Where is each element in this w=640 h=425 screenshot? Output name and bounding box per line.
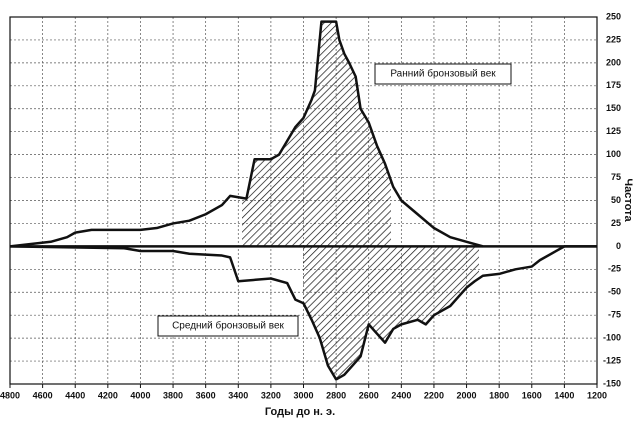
x-tick-label: 4600 bbox=[33, 390, 53, 400]
x-tick-label: 2200 bbox=[424, 390, 444, 400]
y-tick-label: 125 bbox=[606, 126, 621, 136]
x-tick-label: 2800 bbox=[326, 390, 346, 400]
x-tick-label: 3400 bbox=[228, 390, 248, 400]
x-tick-label: 2000 bbox=[457, 390, 477, 400]
x-tick-label: 1600 bbox=[522, 390, 542, 400]
annotation-box bbox=[157, 315, 299, 337]
x-tick-label: 4200 bbox=[98, 390, 118, 400]
x-tick-label: 3200 bbox=[261, 390, 281, 400]
x-tick-label: 4800 bbox=[0, 390, 20, 400]
y-tick-label: 200 bbox=[606, 57, 621, 67]
y-tick-label: 175 bbox=[606, 80, 621, 90]
legend-label: Средний бронзовый век bbox=[172, 320, 284, 332]
x-tick-label: 1200 bbox=[587, 390, 607, 400]
y-tick-label: -150 bbox=[603, 378, 621, 388]
x-tick-label: 1800 bbox=[489, 390, 509, 400]
legend-label: Ранний бронзовый век bbox=[390, 68, 496, 80]
x-tick-label: 4400 bbox=[65, 390, 85, 400]
y-tick-label: -50 bbox=[608, 287, 621, 297]
x-axis-label: Годы до н. э. bbox=[265, 406, 335, 418]
y-tick-label: -75 bbox=[608, 310, 621, 320]
y-tick-label: -25 bbox=[608, 264, 621, 274]
y-tick-label: -100 bbox=[603, 333, 621, 343]
y-tick-label: 50 bbox=[611, 195, 621, 205]
y-tick-label: 225 bbox=[606, 34, 621, 44]
y-tick-label: 25 bbox=[611, 218, 621, 228]
x-tick-label: 3000 bbox=[293, 390, 313, 400]
annotation-box bbox=[374, 63, 512, 85]
y-tick-label: 0 bbox=[616, 241, 621, 251]
y-tick-label: 100 bbox=[606, 149, 621, 159]
x-tick-label: 1400 bbox=[554, 390, 574, 400]
y-axis-label: Частота bbox=[622, 178, 634, 222]
y-tick-label: -125 bbox=[603, 355, 621, 365]
series-line bbox=[9, 245, 597, 381]
y-tick-label: 250 bbox=[606, 11, 621, 21]
series-line bbox=[9, 20, 484, 248]
x-tick-label: 3800 bbox=[163, 390, 183, 400]
plot-frame bbox=[9, 16, 598, 385]
x-tick-label: 4000 bbox=[130, 390, 150, 400]
hatched-area bbox=[303, 246, 479, 380]
x-tick-label: 2400 bbox=[391, 390, 411, 400]
y-tick-label: 75 bbox=[611, 172, 621, 182]
x-tick-label: 3600 bbox=[196, 390, 216, 400]
x-tick-label: 2600 bbox=[359, 390, 379, 400]
y-tick-label: 150 bbox=[606, 103, 621, 113]
hatched-area bbox=[242, 21, 391, 246]
